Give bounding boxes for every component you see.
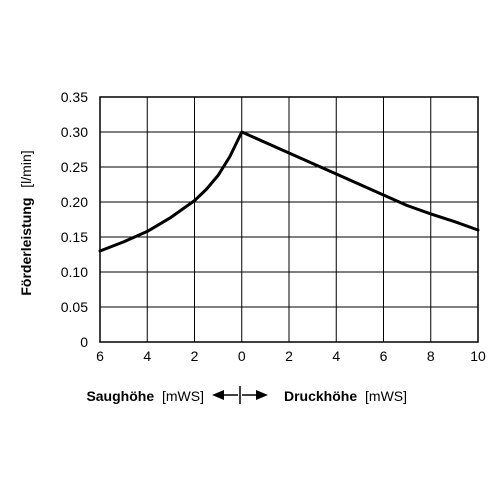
x-tick-label: 4 [332,348,340,364]
y-tick-label: 0.25 [61,159,88,175]
x-axis-label-left: Saughöhe [mWS] [86,388,204,404]
plot-frame [99,96,479,343]
x-tick-label: 0 [238,348,246,364]
x-tick-label: 4 [143,348,151,364]
x-axis-left-title: Saughöhe [86,388,154,404]
grid [99,96,479,343]
x-tick-label: 2 [285,348,293,364]
right-arrow-icon [256,390,268,400]
y-tick-label: 0.05 [61,299,88,315]
x-tick-label: 2 [191,348,199,364]
y-tick-labels: 0 0.05 0.10 0.15 0.20 0.25 0.30 0.35 [61,89,88,350]
y-tick-label: 0.10 [61,264,88,280]
series-line [98,130,480,253]
y-tick-label: 0.15 [61,229,88,245]
y-axis-title: Förderleistung [18,198,34,296]
x-axis-left-unit: [mWS] [162,388,204,404]
x-tick-label: 10 [470,348,486,364]
x-tick-label: 8 [427,348,435,364]
y-axis-unit: [l/min] [18,150,34,187]
x-axis-right-title: Druckhöhe [284,388,357,404]
direction-arrows [212,386,268,404]
y-tick-label: 0.20 [61,194,88,210]
y-tick-label: 0 [80,334,88,350]
y-axis-label: Förderleistung [l/min] [18,150,34,295]
y-tick-label: 0.30 [61,124,88,140]
x-tick-label: 6 [96,348,104,364]
left-arrow-icon [212,390,224,400]
x-tick-labels: 6 4 2 0 2 4 6 8 10 [96,348,486,364]
x-tick-label: 6 [380,348,388,364]
y-tick-label: 0.35 [61,89,88,105]
x-axis-right-unit: [mWS] [365,388,407,404]
x-axis-label-right: Druckhöhe [mWS] [284,388,407,404]
